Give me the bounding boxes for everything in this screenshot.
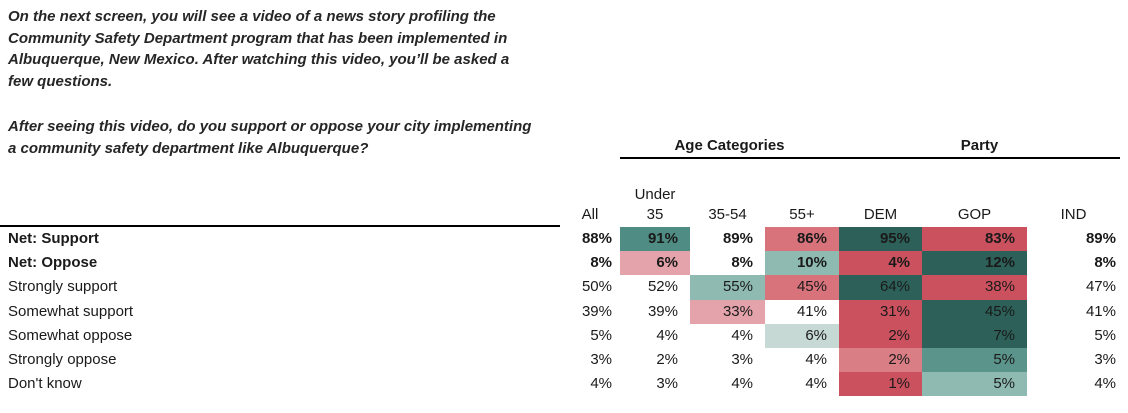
col-header-3: 55+ xyxy=(789,206,815,223)
table-row: Don't know 4% 3% 4% 4% 1% 5% 4% xyxy=(0,372,1128,397)
intro-text-line: Community Safety Department program that… xyxy=(8,29,508,47)
value-cell: 5% xyxy=(1094,326,1116,344)
value-cell: 91% xyxy=(620,227,690,252)
value-cell: 4% xyxy=(731,375,753,393)
value-cell: 31% xyxy=(839,299,922,324)
intro-text-line: few questions. xyxy=(8,72,113,90)
value-cell: 39% xyxy=(647,302,678,320)
question-text-line: a community safety department like Albuq… xyxy=(8,139,369,157)
value-cell: 5% xyxy=(922,372,1027,397)
value-cell: 50% xyxy=(581,278,612,296)
value-cell: 2% xyxy=(656,350,678,368)
value-cell: 4% xyxy=(839,251,922,276)
row-label: Somewhat support xyxy=(8,302,134,320)
value-cell: 41% xyxy=(1085,302,1116,320)
group-header-age-categories: Age Categories xyxy=(620,135,839,159)
col-header-5: GOP xyxy=(957,206,992,223)
group-header-spacer xyxy=(0,135,620,159)
question-text-line: After seeing this video, do you support … xyxy=(8,118,532,135)
value-cell: 7% xyxy=(922,323,1027,348)
table-row: Somewhat oppose 5% 4% 4% 6% 2% 7% 5% xyxy=(0,323,1128,348)
row-label: Strongly support xyxy=(8,278,118,296)
table-row: Net: Support 88% 91% 89% 86% 95% 83% 89% xyxy=(0,227,1128,252)
col-header-1: Under 35 xyxy=(634,186,676,223)
row-label: Don't know xyxy=(8,375,82,393)
table-row: Strongly oppose 3% 2% 3% 4% 2% 5% 3% xyxy=(0,347,1128,373)
value-cell: 64% xyxy=(839,275,922,300)
results-table: Age Categories Party All Under 35 35-54 55+… xyxy=(0,135,1128,397)
value-cell: 4% xyxy=(805,350,827,368)
value-cell: 1% xyxy=(839,372,922,397)
value-cell: 83% xyxy=(922,227,1027,252)
column-header-row: All Under 35 35-54 55+ DEM GOP IND xyxy=(0,159,1128,227)
value-cell: 8% xyxy=(1094,254,1116,272)
value-cell: 4% xyxy=(656,326,678,344)
col-header-2: 35-54 xyxy=(708,206,747,223)
row-label: Strongly oppose xyxy=(8,350,117,368)
value-cell: 88% xyxy=(581,230,612,247)
value-cell: 6% xyxy=(620,251,690,276)
intro-text-line: On the next screen, you will see a video… xyxy=(8,8,496,25)
value-cell: 86% xyxy=(765,227,839,252)
value-cell: 5% xyxy=(590,326,612,344)
table-body: Net: Support 88% 91% 89% 86% 95% 83% 89% Net: Op… xyxy=(0,227,1128,397)
value-cell: 10% xyxy=(765,251,839,276)
table-row: Strongly support 50% 52% 55% 45% 64% 38% 47% xyxy=(0,275,1128,300)
value-cell: 3% xyxy=(590,350,612,368)
col-header-6: IND xyxy=(1060,206,1087,223)
col-header-0: All xyxy=(581,206,599,223)
value-cell: 2% xyxy=(839,347,922,373)
value-cell: 5% xyxy=(922,347,1027,373)
row-label: Somewhat oppose xyxy=(8,326,133,344)
value-cell: 55% xyxy=(690,275,765,300)
value-cell: 12% xyxy=(922,251,1027,276)
paragraph-gap xyxy=(8,92,568,116)
col-header-4: DEM xyxy=(863,206,898,223)
row-label-header-spacer xyxy=(0,159,560,227)
value-cell: 89% xyxy=(722,230,753,247)
value-cell: 45% xyxy=(765,275,839,300)
value-cell: 8% xyxy=(731,254,753,272)
table-row: Net: Oppose 8% 6% 8% 10% 4% 12% 8% xyxy=(0,251,1128,276)
value-cell: 3% xyxy=(731,350,753,368)
value-cell: 39% xyxy=(581,302,612,320)
value-cell: 2% xyxy=(839,323,922,348)
survey-question-block: On the next screen, you will see a video… xyxy=(8,6,568,159)
value-cell: 89% xyxy=(1085,230,1116,247)
value-cell: 95% xyxy=(839,227,922,252)
group-header-party: Party xyxy=(839,135,1120,159)
value-cell: 41% xyxy=(796,302,827,320)
value-cell: 4% xyxy=(731,326,753,344)
value-cell: 4% xyxy=(805,375,827,393)
value-cell: 6% xyxy=(765,323,839,348)
value-cell: 45% xyxy=(922,299,1027,324)
value-cell: 4% xyxy=(1094,375,1116,393)
value-cell: 38% xyxy=(922,275,1027,300)
value-cell: 4% xyxy=(590,375,612,393)
value-cell: 3% xyxy=(1094,350,1116,368)
table-row: Somewhat support 39% 39% 33% 41% 31% 45% 41% xyxy=(0,299,1128,324)
row-label: Net: Oppose xyxy=(8,254,98,272)
value-cell: 52% xyxy=(647,278,678,296)
value-cell: 47% xyxy=(1085,278,1116,296)
value-cell: 8% xyxy=(590,254,612,272)
value-cell: 3% xyxy=(656,375,678,393)
value-cell: 33% xyxy=(690,299,765,324)
row-label: Net: Support xyxy=(8,230,99,247)
column-group-header-row: Age Categories Party xyxy=(0,135,1128,159)
intro-text-line: Albuquerque, New Mexico. After watching … xyxy=(8,51,510,68)
